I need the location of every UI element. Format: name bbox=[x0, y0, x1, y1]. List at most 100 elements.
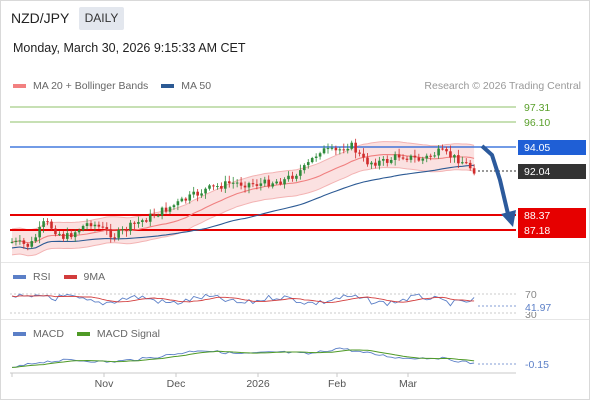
pivot-label-box bbox=[518, 140, 586, 155]
x-axis-ticks bbox=[11, 373, 409, 377]
x-label-mar: Mar bbox=[399, 378, 418, 390]
candle-body bbox=[243, 185, 247, 188]
candle-body bbox=[318, 153, 322, 157]
candle-body bbox=[66, 233, 69, 239]
forecast-arrow bbox=[480, 144, 516, 227]
candle-body bbox=[393, 154, 397, 160]
candle-body bbox=[259, 183, 263, 186]
s2-label: 87.18 bbox=[524, 225, 550, 237]
candle-body bbox=[235, 182, 239, 184]
forecast-arrow-head bbox=[501, 210, 516, 227]
candle-body bbox=[38, 226, 41, 238]
panel-divider-rsi bbox=[1, 262, 589, 263]
candle-body bbox=[267, 179, 271, 187]
macd-signal-label: MACD Signal bbox=[96, 328, 160, 340]
candle-body bbox=[85, 223, 89, 227]
ma20-swatch bbox=[13, 84, 26, 88]
candle-body bbox=[472, 168, 476, 174]
candle-body bbox=[295, 175, 298, 179]
candle-body bbox=[314, 156, 318, 159]
macd-label: MACD bbox=[33, 328, 64, 340]
candle-body bbox=[342, 149, 346, 151]
candle-body bbox=[362, 153, 365, 158]
candle-body bbox=[303, 165, 306, 171]
candle-body bbox=[160, 207, 164, 216]
legend-item-macd-signal: MACD Signal bbox=[76, 328, 160, 340]
candle-body bbox=[405, 158, 409, 160]
candle-body bbox=[26, 243, 30, 247]
candle-body bbox=[279, 181, 282, 185]
candle-body bbox=[429, 155, 432, 157]
candle-body bbox=[306, 162, 310, 166]
macd-line bbox=[11, 347, 475, 368]
candle-body bbox=[350, 142, 353, 149]
candle-body bbox=[271, 183, 274, 187]
candle-body bbox=[338, 149, 342, 151]
bollinger-band-area bbox=[12, 141, 475, 256]
candle-body bbox=[113, 237, 116, 239]
last-price-box bbox=[518, 164, 586, 179]
candle-body bbox=[208, 185, 211, 189]
legend-item-rsi-ma: 9MA bbox=[63, 271, 105, 283]
candle-body bbox=[397, 154, 401, 158]
candle-body bbox=[164, 207, 168, 212]
candle-body bbox=[145, 220, 148, 222]
candle-body bbox=[441, 148, 444, 150]
candle-body bbox=[117, 230, 120, 238]
candle-body bbox=[50, 221, 53, 229]
candle-body bbox=[433, 155, 436, 157]
period-button[interactable]: DAILY bbox=[79, 7, 124, 30]
x-label-feb: Feb bbox=[328, 378, 346, 390]
chart-datetime: Monday, March 30, 2026 9:15:33 AM CET bbox=[13, 41, 246, 55]
ma20-line bbox=[11, 154, 475, 244]
candle-body bbox=[401, 157, 405, 159]
candle-body bbox=[34, 237, 37, 242]
rsi-value-label: 41.97 bbox=[525, 302, 551, 314]
candle-body bbox=[385, 158, 389, 163]
candle-body bbox=[176, 201, 180, 206]
rsi-swatch bbox=[13, 275, 26, 279]
ma20-label: MA 20 + Bollinger Bands bbox=[33, 80, 149, 92]
candle-body bbox=[389, 159, 393, 163]
candle-body bbox=[464, 162, 468, 164]
symbol-title: NZD/JPY bbox=[11, 10, 70, 26]
candle-body bbox=[204, 188, 207, 194]
candle-body bbox=[445, 149, 448, 152]
candle-body bbox=[188, 194, 192, 201]
candle-body bbox=[461, 162, 464, 164]
candle-body bbox=[421, 158, 425, 161]
candle-body bbox=[93, 224, 97, 227]
x-label-nov: Nov bbox=[95, 378, 114, 390]
candle-body bbox=[212, 185, 215, 187]
legend-item-ma20: MA 20 + Bollinger Bands bbox=[13, 80, 148, 92]
candle-body bbox=[101, 226, 105, 228]
candle-body bbox=[346, 148, 350, 151]
candle-body bbox=[105, 227, 109, 230]
candle-body bbox=[227, 181, 231, 184]
candle-body bbox=[354, 142, 357, 153]
candle-body bbox=[148, 213, 152, 222]
candle-body bbox=[77, 230, 81, 233]
s1-label: 88.37 bbox=[524, 210, 550, 222]
candle-body bbox=[231, 182, 235, 184]
candle-body bbox=[109, 229, 113, 238]
candle-body bbox=[141, 220, 144, 223]
last-price-label: 92.04 bbox=[524, 166, 550, 178]
candle-body bbox=[58, 233, 61, 235]
candle-body bbox=[133, 222, 136, 224]
candle-body bbox=[69, 233, 73, 238]
legend-item-ma50: MA 50 bbox=[161, 80, 211, 92]
rsi-label: RSI bbox=[33, 271, 51, 283]
macd-signal-swatch bbox=[76, 332, 90, 336]
candle-body bbox=[251, 183, 255, 185]
bollinger-lower-line bbox=[11, 167, 475, 257]
candle-body bbox=[263, 179, 267, 184]
candle-body bbox=[453, 155, 456, 158]
candle-body bbox=[156, 215, 160, 217]
candle-body bbox=[239, 182, 243, 186]
forecast-arrow-shaft bbox=[480, 144, 510, 215]
candle-body bbox=[330, 147, 334, 149]
ma50-line bbox=[11, 164, 475, 250]
